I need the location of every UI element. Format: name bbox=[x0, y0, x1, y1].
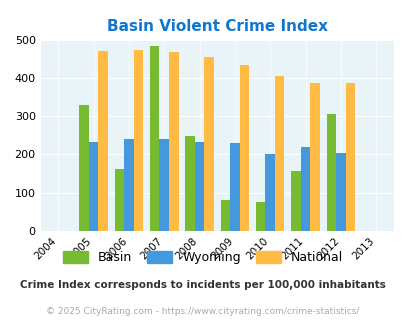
Bar bbox=[114, 169, 124, 231]
Bar bbox=[98, 51, 108, 231]
Bar bbox=[300, 147, 309, 231]
Bar bbox=[335, 153, 345, 231]
Title: Basin Violent Crime Index: Basin Violent Crime Index bbox=[107, 19, 327, 34]
Text: Crime Index corresponds to incidents per 100,000 inhabitants: Crime Index corresponds to incidents per… bbox=[20, 280, 385, 290]
Text: © 2025 CityRating.com - https://www.cityrating.com/crime-statistics/: © 2025 CityRating.com - https://www.city… bbox=[46, 307, 359, 316]
Bar bbox=[149, 46, 159, 231]
Bar bbox=[204, 57, 213, 231]
Bar bbox=[255, 202, 265, 231]
Bar bbox=[230, 143, 239, 231]
Bar bbox=[239, 65, 249, 231]
Bar bbox=[185, 136, 194, 231]
Bar bbox=[274, 76, 284, 231]
Bar bbox=[159, 139, 168, 231]
Bar bbox=[194, 142, 204, 231]
Bar bbox=[220, 200, 230, 231]
Bar bbox=[345, 83, 354, 231]
Bar bbox=[133, 50, 143, 231]
Bar bbox=[168, 52, 178, 231]
Bar bbox=[326, 114, 335, 231]
Bar bbox=[89, 142, 98, 231]
Legend: Basin, Wyoming, National: Basin, Wyoming, National bbox=[58, 246, 347, 269]
Bar bbox=[124, 139, 133, 231]
Bar bbox=[265, 154, 274, 231]
Bar bbox=[290, 171, 300, 231]
Bar bbox=[309, 83, 319, 231]
Bar bbox=[79, 106, 89, 231]
